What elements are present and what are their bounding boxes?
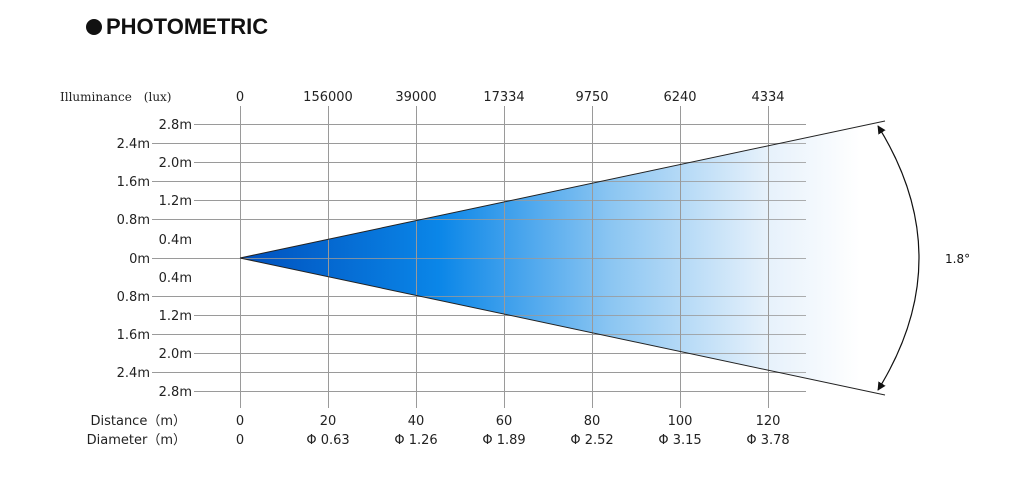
beam-angle-label: 1.8°	[945, 252, 970, 266]
beam-lower-edge	[239, 257, 886, 396]
beam-upper-edge	[239, 120, 886, 259]
svg-text:4334: 4334	[751, 90, 784, 105]
svg-text:Φ 1.89: Φ 1.89	[482, 433, 525, 448]
svg-text:Φ 0.63: Φ 0.63	[306, 433, 349, 448]
distance-values: 0 20 40 60 80 100 120	[236, 414, 781, 429]
svg-text:1.6m: 1.6m	[117, 175, 150, 190]
svg-text:6240: 6240	[663, 90, 696, 105]
svg-text:Φ 3.78: Φ 3.78	[746, 433, 789, 448]
svg-text:0: 0	[236, 90, 244, 105]
svg-text:2.8m: 2.8m	[159, 385, 192, 400]
svg-text:2.0m: 2.0m	[159, 156, 192, 171]
svg-text:0.4m: 0.4m	[159, 271, 192, 286]
svg-text:80: 80	[584, 414, 601, 429]
diameter-values: 0 Φ 0.63 Φ 1.26 Φ 1.89 Φ 2.52 Φ 3.15 Φ 3…	[236, 433, 790, 448]
svg-text:0: 0	[236, 433, 244, 448]
svg-text:1.2m: 1.2m	[159, 194, 192, 209]
svg-text:Φ 1.26: Φ 1.26	[394, 433, 437, 448]
svg-text:156000: 156000	[303, 90, 353, 105]
svg-text:2.8m: 2.8m	[159, 118, 192, 133]
y-axis-inner-labels: 2.8m 2.0m 1.2m 0.4m 0.4m 1.2m 2.0m 2.8m	[159, 118, 192, 400]
illuminance-label: Illuminance (lux)	[60, 90, 172, 104]
y-axis-outer-labels: 2.4m 1.6m 0.8m 0m 0.8m 1.6m 2.4m	[117, 137, 150, 381]
svg-text:120: 120	[756, 414, 781, 429]
svg-text:2.4m: 2.4m	[117, 137, 150, 152]
svg-text:Φ 2.52: Φ 2.52	[570, 433, 613, 448]
svg-text:40: 40	[408, 414, 425, 429]
svg-text:Φ 3.15: Φ 3.15	[658, 433, 701, 448]
illuminance-values: 0 156000 39000 17334 9750 6240 4334	[236, 90, 785, 105]
diameter-label: Diameter（m）	[87, 433, 186, 448]
svg-text:60: 60	[496, 414, 513, 429]
svg-text:20: 20	[320, 414, 337, 429]
svg-text:1.2m: 1.2m	[159, 309, 192, 324]
svg-text:0: 0	[236, 414, 244, 429]
svg-text:0.8m: 0.8m	[117, 290, 150, 305]
svg-text:1.6m: 1.6m	[117, 328, 150, 343]
svg-text:9750: 9750	[575, 90, 608, 105]
svg-text:39000: 39000	[395, 90, 436, 105]
distance-label: Distance（m）	[90, 414, 186, 429]
beam-angle-arc	[877, 125, 920, 391]
svg-text:100: 100	[668, 414, 693, 429]
svg-text:2.0m: 2.0m	[159, 347, 192, 362]
svg-text:17334: 17334	[483, 90, 524, 105]
vertical-grid	[240, 106, 769, 408]
svg-text:0m: 0m	[129, 252, 150, 267]
svg-text:0.8m: 0.8m	[117, 213, 150, 228]
section-title: PHOTOMETRIC	[86, 14, 268, 40]
bullet-icon	[86, 19, 102, 35]
title-text: PHOTOMETRIC	[106, 14, 269, 39]
svg-text:2.4m: 2.4m	[117, 366, 150, 381]
svg-text:0.4m: 0.4m	[159, 233, 192, 248]
